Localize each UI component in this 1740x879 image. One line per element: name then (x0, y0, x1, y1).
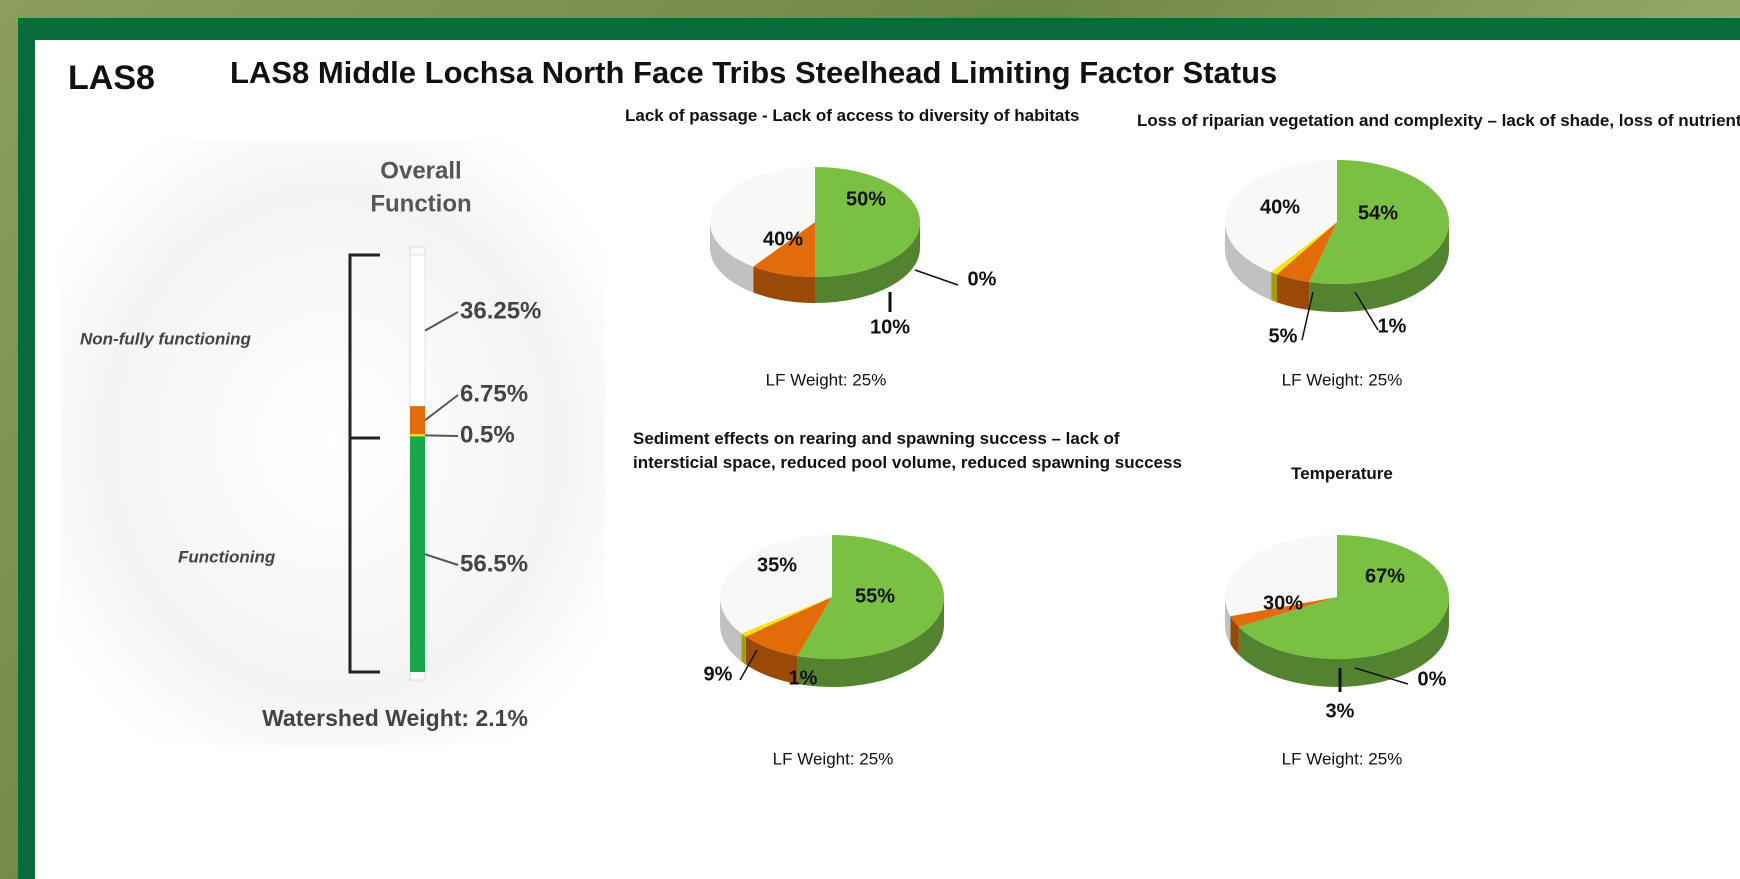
footer: Watershed Weight: 2.1% (262, 705, 528, 731)
pie-side (1225, 597, 1231, 645)
slide-code: LAS8 (68, 59, 155, 97)
leader-line (1354, 291, 1379, 331)
data-label: 10% (870, 316, 910, 338)
data-label: 55% (855, 585, 895, 607)
lf-weight: LF Weight: 25% (1282, 749, 1403, 768)
data-label: 0.5% (460, 421, 515, 448)
pie-side (1238, 597, 1449, 688)
pie-side (1309, 222, 1449, 313)
bar-segment (410, 434, 425, 437)
lf-weight: LF Weight: 25% (1282, 370, 1403, 389)
leader-line (914, 269, 959, 286)
pie-side (1225, 222, 1272, 301)
pie-slice (741, 597, 832, 637)
pie-side (745, 636, 798, 684)
pie-slice (1276, 222, 1337, 283)
pie-side (797, 597, 944, 687)
pie-title: Loss of riparian vegetation and complexi… (1137, 111, 1740, 130)
pie-slice (1225, 160, 1337, 273)
leader-line (1301, 291, 1314, 341)
lf-weight: LF Weight: 25% (773, 749, 894, 768)
pie-side (741, 633, 746, 665)
data-label: 6.75% (460, 380, 528, 407)
pie-side (710, 222, 754, 293)
data-label: 3% (1326, 700, 1355, 722)
leader-line (424, 553, 459, 566)
data-label: 56.5% (460, 550, 528, 577)
pie-slice (1238, 535, 1450, 659)
data-label: 40% (1260, 196, 1300, 218)
leader-line (424, 434, 459, 437)
bar-segment (410, 406, 425, 435)
data-label: 40% (763, 228, 803, 250)
data-label: 36.25% (460, 297, 541, 324)
chart-title: Function (370, 190, 471, 217)
bar-segment (409, 254, 426, 407)
pie-slice (815, 167, 920, 277)
pie-slice (710, 167, 815, 267)
pie-slice (1230, 597, 1337, 627)
data-label: 50% (846, 188, 886, 210)
lf-weight: LF Weight: 25% (766, 370, 887, 389)
slide-title: LAS8 Middle Lochsa North Face Tribs Stee… (230, 55, 1277, 90)
pie-slice (1309, 160, 1450, 284)
pie-slice (720, 535, 832, 634)
data-label: 1% (1378, 315, 1407, 337)
overall-background (60, 140, 605, 745)
data-label: 54% (1358, 202, 1398, 224)
pie-title: Temperature (1291, 464, 1393, 483)
pie-slice (797, 535, 945, 660)
pie-side (1230, 616, 1239, 655)
pie-side (1276, 274, 1310, 311)
leader-line (739, 649, 758, 681)
pie-side (815, 222, 920, 303)
pie-slice (745, 597, 832, 656)
pie-title: Sediment effects on rearing and spawning… (633, 429, 1182, 472)
pie-slice (1271, 222, 1337, 275)
data-label: 0% (968, 268, 997, 290)
data-label: 9% (704, 663, 733, 685)
bracket (348, 253, 380, 674)
chart-title: Overall (380, 157, 461, 184)
data-label: 67% (1365, 565, 1405, 587)
data-label: 0% (1418, 668, 1447, 690)
pie-side (753, 266, 815, 303)
pie-slice (753, 222, 815, 267)
pie-side (1271, 272, 1277, 303)
pie-slice (753, 222, 815, 277)
bar-segment (410, 436, 425, 672)
leader-line (1354, 667, 1409, 685)
data-label: 35% (757, 554, 797, 576)
pie-title: Lack of passage - Lack of access to dive… (625, 106, 1080, 125)
pie-side (720, 597, 742, 662)
leader-line (424, 394, 459, 422)
data-label: 5% (1269, 325, 1298, 347)
data-label: 1% (789, 667, 818, 689)
leader-line (424, 311, 459, 332)
group-label: Non-fully functioning (80, 329, 252, 348)
pie-slice (1225, 535, 1337, 617)
data-label: 30% (1263, 592, 1303, 614)
group-label: Functioning (178, 547, 276, 566)
